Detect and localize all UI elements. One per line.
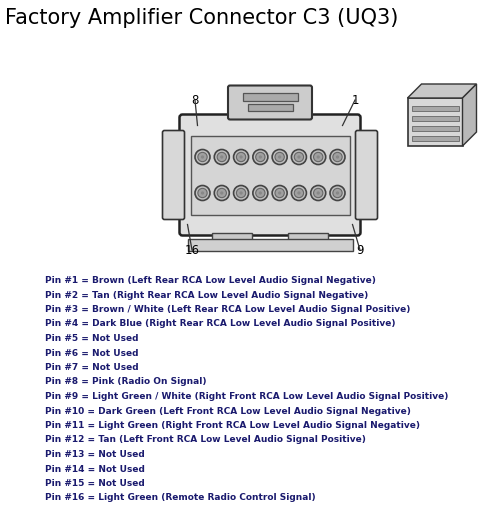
Text: 9: 9: [356, 243, 364, 257]
Text: Pin #11 = Light Green (Right Front RCA Low Level Audio Signal Negative): Pin #11 = Light Green (Right Front RCA L…: [45, 421, 420, 430]
Polygon shape: [408, 84, 477, 98]
Circle shape: [275, 152, 284, 162]
Text: Pin #13 = Not Used: Pin #13 = Not Used: [45, 450, 145, 459]
Circle shape: [311, 185, 326, 201]
Circle shape: [198, 188, 207, 197]
Circle shape: [240, 191, 243, 194]
Bar: [288, 233, 328, 246]
Circle shape: [336, 191, 339, 194]
Circle shape: [253, 185, 268, 201]
Bar: [187, 239, 352, 250]
Text: Pin #9 = Light Green / White (Right Front RCA Low Level Audio Signal Positive): Pin #9 = Light Green / White (Right Fron…: [45, 392, 448, 401]
Circle shape: [330, 185, 345, 201]
Circle shape: [294, 152, 304, 162]
Bar: [412, 136, 458, 141]
Circle shape: [198, 152, 207, 162]
Text: Pin #16 = Light Green (Remote Radio Control Signal): Pin #16 = Light Green (Remote Radio Cont…: [45, 494, 316, 502]
Circle shape: [201, 191, 204, 194]
Text: Pin #3 = Brown / White (Left Rear RCA Low Level Audio Signal Positive): Pin #3 = Brown / White (Left Rear RCA Lo…: [45, 305, 410, 314]
Circle shape: [195, 150, 210, 164]
Circle shape: [278, 155, 282, 159]
Circle shape: [291, 150, 307, 164]
Circle shape: [297, 155, 301, 159]
Text: 16: 16: [184, 243, 200, 257]
Bar: [412, 126, 458, 131]
Circle shape: [253, 150, 268, 164]
Circle shape: [330, 150, 345, 164]
Bar: [408, 98, 462, 146]
Text: Pin #1 = Brown (Left Rear RCA Low Level Audio Signal Negative): Pin #1 = Brown (Left Rear RCA Low Level …: [45, 276, 376, 285]
Circle shape: [297, 191, 301, 194]
Circle shape: [237, 188, 246, 197]
Circle shape: [333, 152, 342, 162]
Text: Pin #4 = Dark Blue (Right Rear RCA Low Level Audio Signal Positive): Pin #4 = Dark Blue (Right Rear RCA Low L…: [45, 320, 395, 328]
Circle shape: [275, 188, 284, 197]
Circle shape: [317, 191, 320, 194]
Circle shape: [220, 155, 223, 159]
Circle shape: [317, 155, 320, 159]
Circle shape: [259, 155, 262, 159]
Polygon shape: [462, 84, 477, 146]
Circle shape: [291, 185, 307, 201]
Circle shape: [314, 152, 323, 162]
Circle shape: [201, 155, 204, 159]
Circle shape: [237, 152, 246, 162]
FancyBboxPatch shape: [163, 130, 184, 219]
Text: Factory Amplifier Connector C3 (UQ3): Factory Amplifier Connector C3 (UQ3): [5, 8, 398, 28]
Circle shape: [314, 188, 323, 197]
Bar: [190, 135, 350, 214]
Circle shape: [259, 191, 262, 194]
Text: Pin #14 = Not Used: Pin #14 = Not Used: [45, 465, 145, 473]
Bar: [243, 93, 297, 100]
Circle shape: [195, 185, 210, 201]
Circle shape: [336, 155, 339, 159]
Circle shape: [217, 152, 226, 162]
Circle shape: [214, 150, 229, 164]
Circle shape: [256, 188, 265, 197]
Circle shape: [217, 188, 226, 197]
Text: Pin #7 = Not Used: Pin #7 = Not Used: [45, 363, 139, 372]
Text: Pin #2 = Tan (Right Rear RCA Low Level Audio Signal Negative): Pin #2 = Tan (Right Rear RCA Low Level A…: [45, 291, 368, 299]
Bar: [412, 106, 458, 111]
Circle shape: [256, 152, 265, 162]
Circle shape: [220, 191, 223, 194]
FancyBboxPatch shape: [355, 130, 378, 219]
Text: Pin #6 = Not Used: Pin #6 = Not Used: [45, 349, 139, 357]
Text: Pin #12 = Tan (Left Front RCA Low Level Audio Signal Positive): Pin #12 = Tan (Left Front RCA Low Level …: [45, 436, 366, 444]
Bar: [212, 233, 252, 246]
Text: Pin #10 = Dark Green (Left Front RCA Low Level Audio Signal Negative): Pin #10 = Dark Green (Left Front RCA Low…: [45, 407, 411, 415]
Circle shape: [311, 150, 326, 164]
FancyBboxPatch shape: [228, 86, 312, 120]
Bar: [247, 103, 292, 110]
Text: Pin #5 = Not Used: Pin #5 = Not Used: [45, 334, 139, 343]
Text: 8: 8: [191, 94, 199, 106]
FancyBboxPatch shape: [179, 115, 360, 236]
Circle shape: [240, 155, 243, 159]
Bar: [412, 116, 458, 121]
Text: 1: 1: [351, 94, 359, 106]
Circle shape: [278, 191, 282, 194]
Circle shape: [294, 188, 304, 197]
Text: Pin #15 = Not Used: Pin #15 = Not Used: [45, 479, 145, 488]
Circle shape: [234, 150, 248, 164]
Circle shape: [214, 185, 229, 201]
Text: Pin #8 = Pink (Radio On Signal): Pin #8 = Pink (Radio On Signal): [45, 378, 207, 386]
Circle shape: [234, 185, 248, 201]
Circle shape: [272, 185, 287, 201]
Circle shape: [333, 188, 342, 197]
Circle shape: [272, 150, 287, 164]
